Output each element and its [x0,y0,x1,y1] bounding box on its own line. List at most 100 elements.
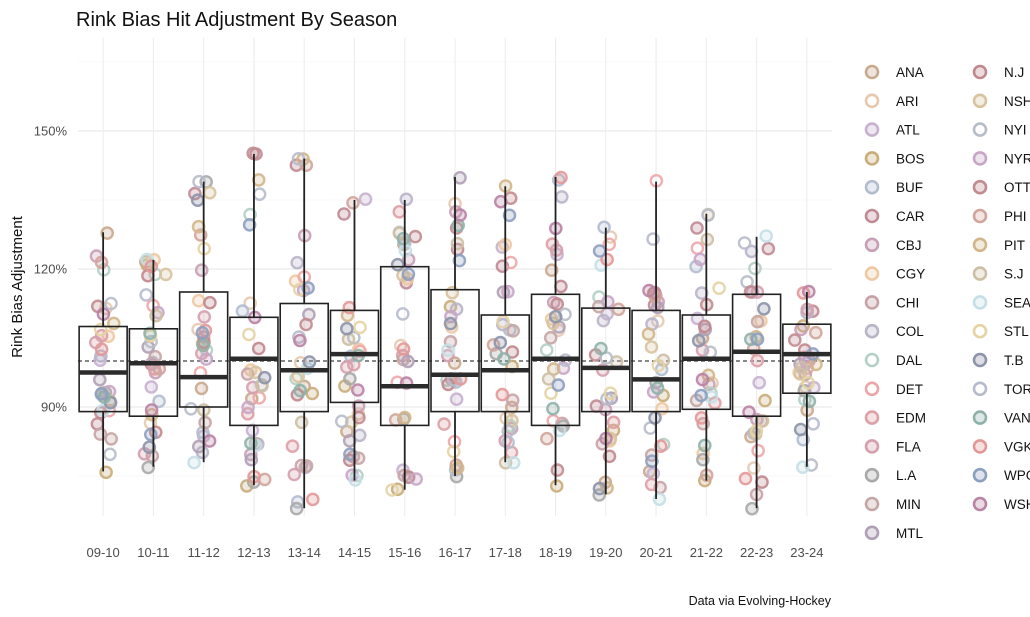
team-point-nj [697,319,712,334]
boxplot-09-10 [78,232,128,472]
team-point-atl [144,380,159,394]
team-point-nj [755,475,769,489]
team-point-sea [796,460,810,475]
legend-key [972,381,988,397]
team-point-pit [397,410,412,425]
team-point-wpg [242,217,257,232]
legend-key [972,467,988,483]
team-point-col [596,313,611,328]
legend-label: T.B [1004,353,1024,368]
team-point-phi [540,431,554,446]
boxplot-12-13 [229,154,279,486]
team-point-vgk [144,259,158,274]
legend-label: PHI [1004,209,1027,224]
team-point-edm [606,415,621,430]
team-point-tb [493,335,508,350]
team-point-van [546,401,560,416]
team-point-sj [450,236,465,251]
legend-item-bos: BOS [864,151,925,166]
team-point-stl [292,282,307,297]
boxplot-17-18 [480,186,531,463]
legend-key [864,266,880,281]
team-point-nyi [144,334,158,349]
team-point-dal [539,343,554,357]
team-point-nj [505,345,520,359]
legend: ANA ARI ATL BOS BUF CAR CBJ CGY CHI COL DAL DET EDM F… [864,64,1030,541]
legend-item-tor: TOR [972,381,1030,397]
team-point-tb [443,316,458,331]
team-point-wsh [453,208,468,222]
x-tick-label: 12-13 [237,545,270,560]
legend-key [864,352,880,368]
legend-key [972,496,988,512]
x-tick-label: 13-14 [288,545,321,560]
legend-label: S.J [1004,267,1024,282]
team-point-dal [748,261,762,276]
x-tick-label: 18-19 [539,545,572,560]
legend-label: TOR [1004,382,1030,397]
legend-item-cbj: CBJ [864,237,922,253]
team-point-nyr [409,472,424,486]
team-point-tb [142,440,157,455]
team-point-mtl [453,170,467,185]
team-point-chi [93,427,108,441]
legend-key [864,496,880,512]
iqr-box [480,314,531,413]
team-point-ott [788,333,802,347]
team-point-min [750,314,765,329]
team-point-tb [339,321,354,336]
team-point-wpg [551,378,566,392]
legend-key [972,151,988,166]
legend-key [972,93,988,109]
legend-label: NSH [1004,94,1030,109]
team-point-stl [353,320,367,335]
legend-item-atl: ATL [864,122,920,138]
team-point-tor [501,435,515,450]
team-point-nyi [804,458,819,472]
team-point-det [252,390,267,405]
iqr-box [178,291,229,408]
team-point-nsh [202,185,217,200]
team-point-wpg [694,388,708,403]
team-point-min [198,415,212,430]
x-tick-label: 11-12 [188,545,220,560]
legend-item-vgk: VGK [972,439,1030,454]
legend-key [864,410,880,425]
legend-item-edm: EDM [864,410,926,426]
team-point-nsh [445,285,460,300]
team-point-sea [187,455,201,470]
team-point-edm [285,439,300,454]
team-point-buf [235,304,250,318]
legend-key [972,323,988,339]
team-point-ott [408,229,423,244]
team-point-wpg [750,332,765,347]
team-point-nj [550,297,565,311]
legend-key [864,237,880,253]
legend-item-la: L.A [864,467,916,483]
team-point-car [337,207,351,221]
iqr-box [379,265,430,427]
legend-key [972,122,988,137]
team-point-phi [94,255,109,270]
legend-key [864,295,880,310]
team-point-vgk [738,471,753,486]
boxplot-14-15 [329,200,380,481]
legend-item-det: DET [864,381,923,397]
boxplot-19-20 [580,227,631,495]
team-point-vgk [342,300,357,315]
team-point-sj [541,372,556,386]
team-point-stl [544,386,558,401]
team-point-van [802,394,817,409]
x-tick-label: 19-20 [589,545,622,560]
legend-key [864,323,880,339]
team-point-fla [549,243,564,257]
team-point-van [143,326,157,341]
team-point-wsh [202,434,217,448]
team-point-ott [743,285,758,299]
legend-item-sj: S.J [972,266,1024,282]
team-point-tor [334,414,349,429]
iqr-box [78,325,128,413]
team-point-nj [203,295,217,310]
team-point-vgk [694,411,709,425]
